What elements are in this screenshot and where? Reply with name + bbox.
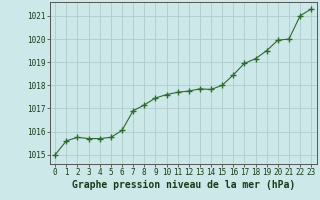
X-axis label: Graphe pression niveau de la mer (hPa): Graphe pression niveau de la mer (hPa) <box>72 180 295 190</box>
